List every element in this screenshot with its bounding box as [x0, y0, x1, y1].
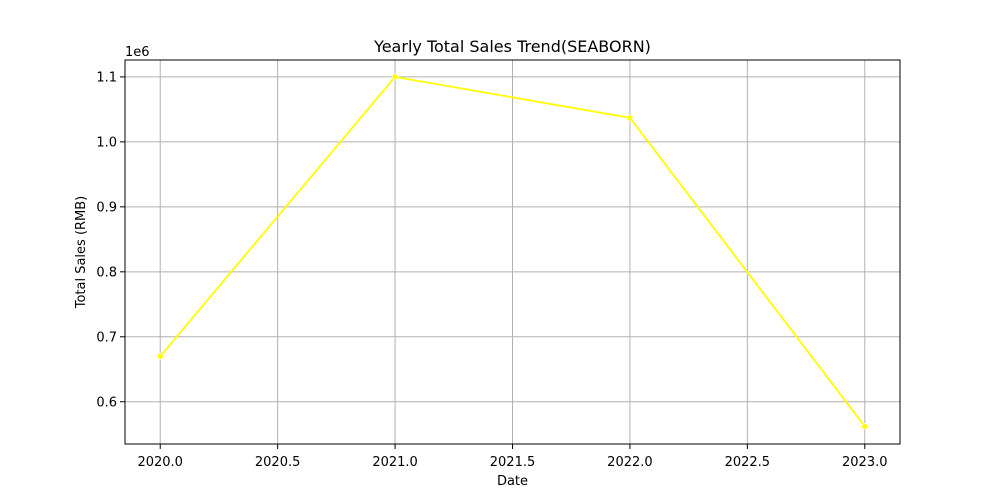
y-axis-label: Total Sales (RMB) — [74, 196, 89, 310]
series-line — [159, 75, 866, 428]
y-tick-label: 1.0 — [96, 135, 117, 150]
x-tick-label: 2020.0 — [137, 455, 183, 470]
data-point — [156, 352, 164, 360]
x-tick-label: 2021.0 — [372, 455, 418, 470]
data-point — [626, 114, 634, 122]
y-tick-label: 0.8 — [96, 265, 117, 280]
data-point — [391, 73, 399, 81]
y-tick-label: 0.9 — [96, 200, 117, 215]
data-point — [861, 423, 869, 430]
axis-ticks: 2020.0 2020.5 2021.0 2021.5 2022.0 2022.5 2023… — [96, 70, 887, 470]
y-tick-label: 0.6 — [96, 395, 117, 410]
x-tick-label: 2021.5 — [490, 455, 536, 470]
x-tick-label: 2022.0 — [607, 455, 653, 470]
series-line-group — [156, 73, 869, 430]
x-tick-label: 2022.5 — [725, 455, 771, 470]
x-axis-label: Date — [497, 474, 528, 489]
x-tick-label: 2023.0 — [842, 455, 888, 470]
y-axis-offset-label: 1e6 — [125, 45, 150, 60]
y-tick-label: 1.1 — [96, 70, 117, 85]
x-tick-label: 2020.5 — [255, 455, 301, 470]
y-tick-label: 0.7 — [96, 330, 117, 345]
chart-title: Yearly Total Sales Trend(SEABORN) — [373, 37, 651, 56]
grid — [125, 60, 900, 444]
